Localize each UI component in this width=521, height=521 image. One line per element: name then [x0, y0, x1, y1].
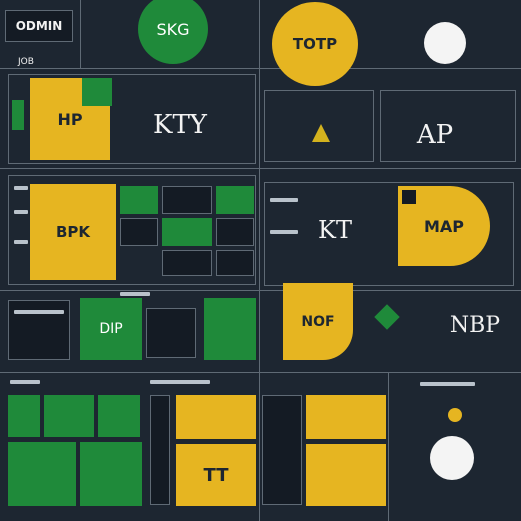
icon [402, 190, 416, 204]
tile[interactable]: DIP [80, 298, 142, 360]
metric: KTY [153, 110, 207, 140]
tile [162, 186, 212, 214]
placeholder-text [270, 230, 298, 234]
tile [8, 395, 40, 437]
card [380, 90, 516, 162]
tile [98, 395, 140, 437]
icon [448, 408, 462, 422]
placeholder-text [420, 382, 475, 386]
tile [120, 218, 158, 246]
divider [259, 0, 260, 521]
tile [176, 395, 256, 439]
tile[interactable]: BPK [30, 184, 116, 280]
tile [306, 395, 386, 439]
tile [120, 186, 158, 214]
app-title: ODMIN [5, 10, 73, 42]
tile [262, 395, 302, 505]
icon [312, 124, 330, 142]
tile [306, 444, 386, 506]
tile [44, 395, 94, 437]
placeholder-text [270, 198, 298, 202]
tile [150, 395, 170, 505]
placeholder-text [150, 380, 210, 384]
tile [80, 442, 142, 506]
tile [82, 78, 112, 106]
card [264, 90, 374, 162]
tile [8, 442, 76, 506]
status-badge[interactable]: SKG [138, 0, 208, 64]
metric: NBP [449, 312, 501, 338]
avatar[interactable] [424, 22, 466, 64]
status-badge[interactable]: TOTP [272, 2, 358, 86]
placeholder-text [10, 380, 40, 384]
avatar[interactable] [430, 436, 474, 480]
tile[interactable]: TT [176, 444, 256, 506]
tile [162, 250, 212, 276]
tile[interactable]: HP [30, 78, 110, 160]
card [8, 175, 256, 285]
indicator [12, 100, 24, 130]
placeholder-text [14, 186, 28, 190]
tile [8, 300, 70, 360]
divider [388, 372, 389, 521]
divider [80, 0, 81, 68]
tile [216, 186, 254, 214]
section-label: JOB [18, 57, 34, 67]
divider [0, 168, 521, 169]
card [264, 182, 514, 286]
tile [216, 250, 254, 276]
tile [162, 218, 212, 246]
placeholder-text [120, 292, 150, 296]
tile [216, 218, 254, 246]
icon [374, 304, 400, 330]
divider [0, 372, 521, 373]
tile[interactable]: NOF [283, 283, 353, 360]
metric: AP [416, 120, 454, 150]
divider [0, 68, 521, 69]
tile [146, 308, 196, 358]
divider [0, 290, 521, 291]
tile [204, 298, 256, 360]
metric: KT [318, 216, 352, 244]
placeholder-text [14, 310, 64, 314]
placeholder-text [14, 240, 28, 244]
card [8, 74, 256, 164]
placeholder-text [14, 210, 28, 214]
